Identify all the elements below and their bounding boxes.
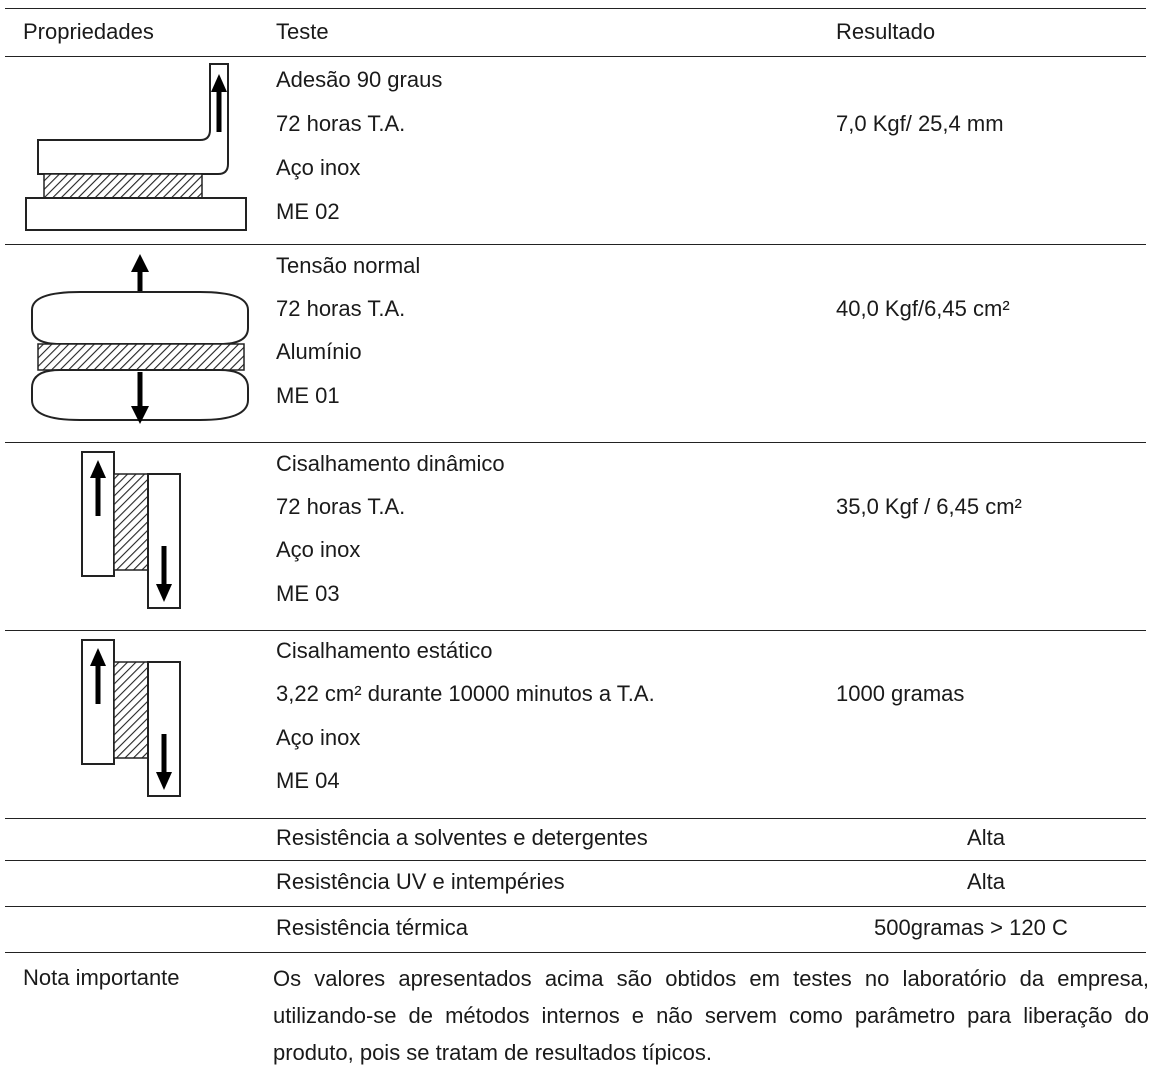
row1-result: 7,0 Kgf/ 25,4 mm [836,111,1004,136]
solvent-resistance-value: Alta [967,825,1005,850]
note-text: Os valores apresentados acima são obtido… [273,966,1149,1065]
header-result: Resultado [836,19,936,44]
row4-rule [5,818,1146,819]
solvent-resistance-label: Resistência a solventes e detergentes [276,825,648,850]
row5-rule [5,860,1146,861]
table-top-rule [5,8,1146,9]
row2-line4: ME 01 [276,383,340,408]
header-properties: Propriedades [23,19,154,44]
row4-line1: Cisalhamento estático [276,638,493,663]
row2-line1: Tensão normal [276,253,421,278]
row1-line4: ME 02 [276,199,340,224]
note-label: Nota importante [23,965,180,990]
row3-line3: Aço inox [276,537,361,562]
uv-resistance-label: Resistência UV e intempéries [276,869,565,894]
row4-line2: 3,22 cm² durante 10000 minutos a T.A. [276,681,655,706]
static-shear-icon [81,639,181,797]
row3-line1: Cisalhamento dinâmico [276,451,505,476]
row2-line3: Alumínio [276,339,362,364]
dynamic-shear-icon [81,451,181,609]
row4-line3: Aço inox [276,725,361,750]
thermal-resistance-value: 500gramas > 120 C [874,915,1068,940]
thermal-resistance-label: Resistência térmica [276,915,468,940]
uv-resistance-value: Alta [967,869,1005,894]
table-bottom-rule [5,952,1146,953]
normal-tension-icon [31,254,249,424]
row3-result: 35,0 Kgf / 6,45 cm² [836,494,1022,519]
row6-rule [5,906,1146,907]
row2-line2: 72 horas T.A. [276,296,406,321]
row3-line2: 72 horas T.A. [276,494,406,519]
header-test: Teste [276,19,329,44]
header-rule [5,56,1146,57]
row4-line4: ME 04 [276,768,340,793]
row3-rule [5,630,1146,631]
row4-result: 1000 gramas [836,681,965,706]
row2-rule [5,442,1146,443]
row3-line4: ME 03 [276,581,340,606]
row1-rule [5,244,1146,245]
row1-line1: Adesão 90 graus [276,67,443,92]
row1-line3: Aço inox [276,155,361,180]
adhesion-90-icon [25,63,247,231]
row1-line2: 72 horas T.A. [276,111,406,136]
row2-result: 40,0 Kgf/6,45 cm² [836,296,1010,321]
